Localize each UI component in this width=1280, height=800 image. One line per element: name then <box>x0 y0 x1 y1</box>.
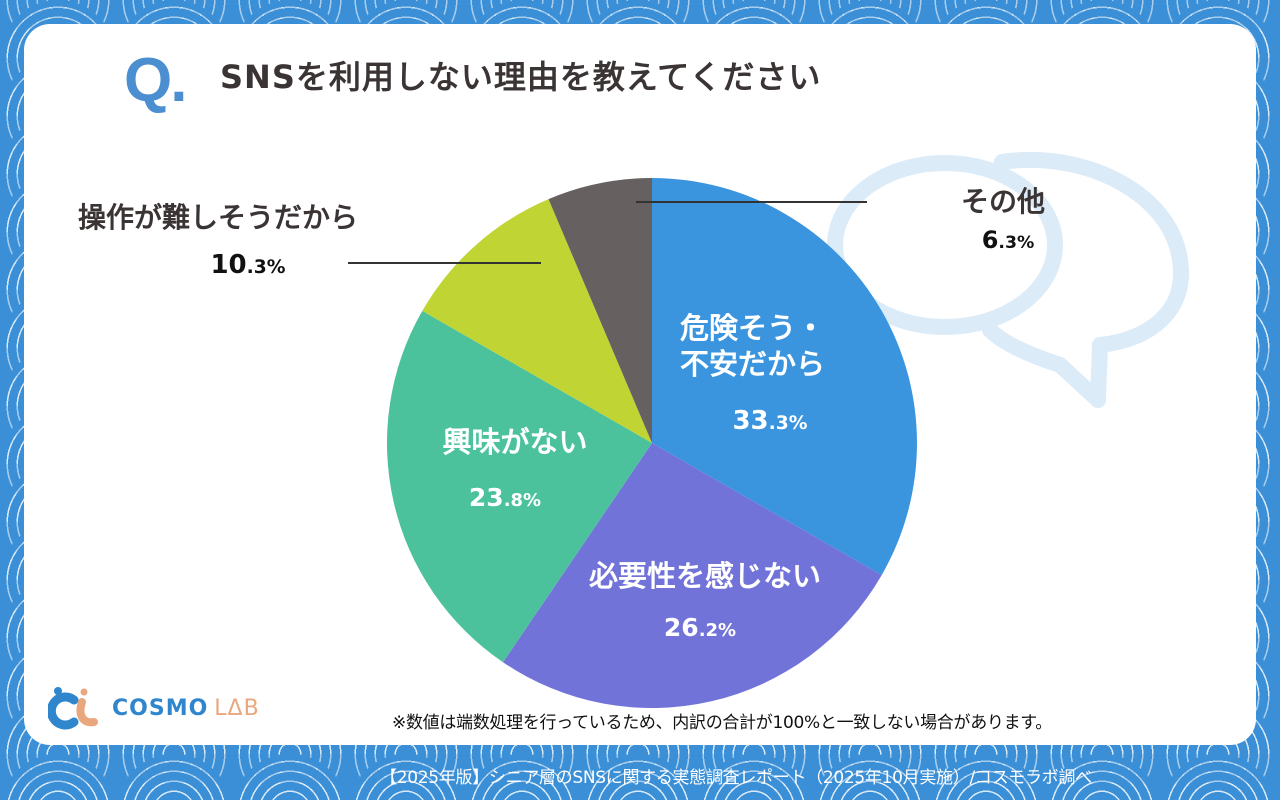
page-title: SNSを利用しない理由を教えてください <box>220 58 822 96</box>
question-mark-icon: Q. <box>124 46 187 115</box>
cosmo-lab-logo: COSMO LΔB <box>48 686 260 730</box>
label-percent: 33.3% <box>732 405 808 436</box>
slice-other <box>548 178 652 443</box>
source-footer: 【2025年版】シニア層のSNSに関する実態調査レポート（2025年10月実施）… <box>380 768 1092 788</box>
label-percent: 23.8% <box>468 483 542 513</box>
slice-difficult <box>422 199 652 443</box>
label-percent: 10.3% <box>210 250 286 280</box>
label-name: 操作が難しそうだから <box>78 201 359 234</box>
slice-interest <box>386 310 652 663</box>
cosmo-lab-logo-icon <box>48 687 98 730</box>
label-percent: 26.2% <box>663 613 737 643</box>
label-name: 興味がない <box>442 425 588 459</box>
label-name: 必要性を感じない <box>588 559 821 593</box>
rounding-note: ※数値は端数処理を行っているため、内訳の合計が100%と一致しない場合があります… <box>392 713 1052 733</box>
speech-bubble-icon <box>827 151 1190 408</box>
label-name: 危険そう・ 不安だから <box>680 311 826 382</box>
label-percent: 6.3% <box>981 226 1035 254</box>
label-other: その他 6.3% <box>938 184 1068 255</box>
label-difficult: 操作が難しそうだから 10.3% <box>78 200 408 282</box>
label-name: その他 <box>960 185 1045 218</box>
label-interest: 興味がない 23.8% <box>420 424 610 514</box>
slice-anxious <box>652 178 917 576</box>
logo-text: COSMO LΔB <box>112 695 260 721</box>
slice-necessary <box>503 443 882 709</box>
label-anxious: 危険そう・ 不安だから 33.3% <box>680 310 870 437</box>
label-necessary: 必要性を感じない 26.2% <box>570 558 840 644</box>
